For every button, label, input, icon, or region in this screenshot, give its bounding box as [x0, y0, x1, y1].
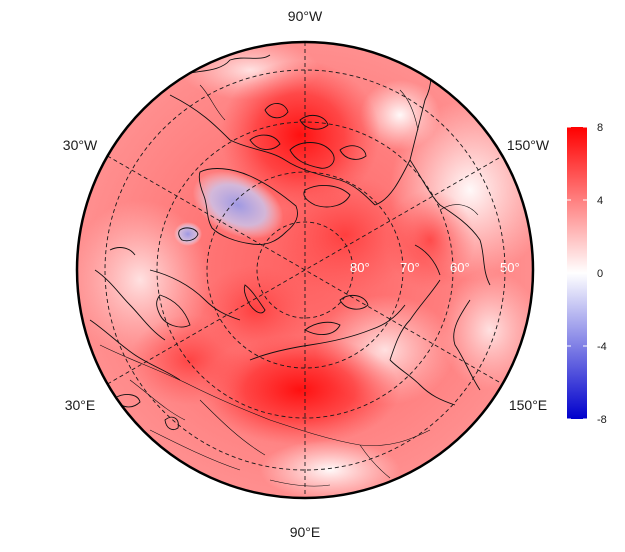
lon-label-bottom: 90°E — [290, 524, 321, 540]
lat-label-70: 70° — [400, 260, 420, 275]
lat-label-60: 60° — [450, 260, 470, 275]
lon-label-upper-left: 30°W — [63, 137, 98, 153]
lat-circle-60 — [156, 121, 454, 419]
lat-label-50: 50° — [500, 260, 520, 275]
colorbar-tick-0: 0 — [597, 268, 603, 280]
hotspot-canadian-arctic — [220, 60, 380, 210]
colorbar-tick-neg4: -4 — [597, 341, 607, 353]
lat-label-80: 80° — [350, 260, 370, 275]
lat-circle-80 — [256, 221, 354, 319]
colorbar-gradient — [567, 127, 587, 419]
lon-label-top: 90°W — [288, 8, 323, 24]
latitude-labels: 80° 70° 60° 50° — [350, 260, 520, 275]
lon-label-upper-right: 150°W — [507, 137, 550, 153]
colorbar-ticks — [567, 126, 587, 420]
coldspot-greenland — [192, 171, 284, 239]
lat-circle-50 — [104, 69, 506, 471]
hotspot-central-siberia — [200, 335, 400, 445]
lat-circle-70 — [206, 171, 404, 369]
coastlines — [89, 54, 491, 487]
anomaly-field — [77, 42, 533, 498]
greenland-outline — [198, 168, 298, 245]
lon-label-lower-left: 30°E — [65, 397, 96, 413]
map-frame — [75, 40, 535, 500]
colorbar-tick-neg8: -8 — [597, 414, 607, 426]
lon-label-lower-right: 150°E — [509, 397, 547, 413]
colorbar-tick-8: 8 — [597, 122, 603, 134]
colorbar: 8 4 0 -4 -8 — [567, 122, 607, 426]
meridian-30e-150w — [107, 155, 503, 385]
colorbar-tick-4: 4 — [597, 195, 603, 207]
graticule — [104, 42, 506, 498]
longitude-labels: 90°W 30°W 150°W 30°E 150°E 90°E — [63, 8, 550, 540]
meridian-30w-150e — [107, 155, 503, 385]
